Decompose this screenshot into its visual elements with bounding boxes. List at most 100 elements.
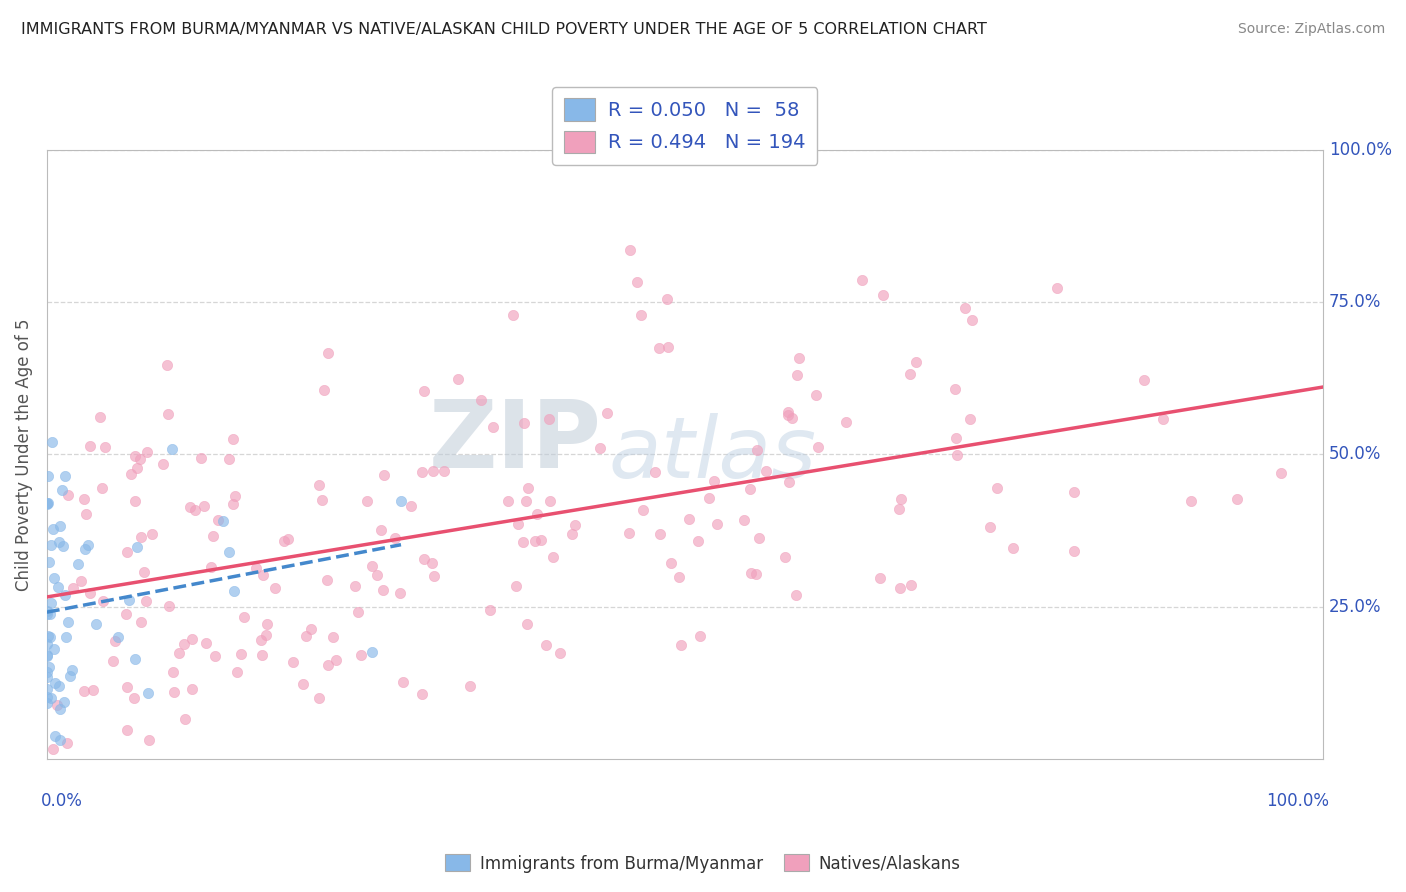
Point: [537, 412, 560, 426]
Point: [506, 516, 529, 531]
Point: [200, 560, 222, 574]
Point: [218, 452, 240, 467]
Point: [107, 630, 129, 644]
Point: [73, 684, 96, 698]
Point: [1063, 485, 1085, 500]
Point: [84, 617, 107, 632]
Point: [263, 582, 285, 596]
Point: [115, 544, 138, 558]
Point: [706, 516, 728, 531]
Text: 0.0%: 0.0%: [41, 792, 83, 810]
Point: [42, 522, 65, 536]
Point: [201, 529, 224, 543]
Point: [39, 630, 62, 644]
Point: [59, 669, 82, 683]
Point: [222, 432, 245, 446]
Point: [834, 416, 856, 430]
Point: [778, 475, 800, 490]
Point: [1270, 467, 1292, 481]
Point: [322, 631, 344, 645]
Point: [1063, 544, 1085, 558]
Point: [399, 499, 422, 513]
Point: [644, 465, 666, 479]
Point: [804, 388, 827, 402]
Point: [117, 723, 139, 737]
Point: [124, 493, 146, 508]
Point: [37, 469, 59, 483]
Point: [785, 588, 807, 602]
Point: [502, 308, 524, 322]
Point: [41, 434, 63, 449]
Point: [115, 607, 138, 622]
Point: [49, 702, 72, 716]
Legend: Immigrants from Burma/Myanmar, Natives/Alaskans: Immigrants from Burma/Myanmar, Natives/A…: [439, 847, 967, 880]
Point: [56, 488, 79, 502]
Point: [889, 581, 911, 595]
Point: [55, 736, 77, 750]
Point: [308, 691, 330, 706]
Point: [478, 603, 501, 617]
Point: [755, 464, 778, 478]
Point: [162, 665, 184, 680]
Point: [423, 569, 446, 583]
Point: [851, 273, 873, 287]
Point: [51, 483, 73, 497]
Point: [872, 287, 894, 301]
Point: [807, 440, 830, 454]
Point: [890, 492, 912, 507]
Text: atlas: atlas: [609, 413, 815, 496]
Point: [458, 679, 481, 693]
Point: [138, 733, 160, 747]
Point: [82, 683, 104, 698]
Point: [733, 513, 755, 527]
Point: [35, 670, 58, 684]
Point: [1226, 492, 1249, 507]
Point: [596, 406, 619, 420]
Point: [548, 646, 571, 660]
Point: [541, 549, 564, 564]
Point: [79, 586, 101, 600]
Point: [67, 558, 90, 572]
Point: [37, 496, 59, 510]
Point: [325, 653, 347, 667]
Point: [703, 474, 725, 488]
Point: [42, 571, 65, 585]
Point: [273, 534, 295, 549]
Point: [413, 384, 436, 399]
Point: [221, 497, 243, 511]
Point: [38, 660, 60, 674]
Text: IMMIGRANTS FROM BURMA/MYANMAR VS NATIVE/ALASKAN CHILD POVERTY UNDER THE AGE OF 5: IMMIGRANTS FROM BURMA/MYANMAR VS NATIVE/…: [21, 22, 987, 37]
Point: [37, 681, 59, 696]
Point: [898, 368, 921, 382]
Point: [75, 507, 97, 521]
Point: [218, 545, 240, 559]
Point: [135, 444, 157, 458]
Point: [648, 341, 671, 355]
Point: [53, 468, 76, 483]
Point: [173, 712, 195, 726]
Point: [470, 392, 492, 407]
Point: [37, 648, 59, 663]
Point: [42, 641, 65, 656]
Point: [76, 538, 98, 552]
Point: [224, 489, 246, 503]
Point: [39, 538, 62, 552]
Point: [46, 698, 69, 712]
Point: [312, 384, 335, 398]
Point: [135, 593, 157, 607]
Point: [413, 552, 436, 566]
Text: Source: ZipAtlas.com: Source: ZipAtlas.com: [1237, 22, 1385, 37]
Point: [388, 586, 411, 600]
Point: [619, 243, 641, 257]
Point: [959, 412, 981, 426]
Point: [38, 607, 60, 621]
Point: [740, 566, 762, 580]
Point: [56, 615, 79, 629]
Point: [945, 431, 967, 445]
Point: [316, 573, 339, 587]
Point: [35, 648, 58, 662]
Point: [744, 566, 766, 581]
Point: [250, 648, 273, 662]
Point: [73, 492, 96, 507]
Point: [104, 634, 127, 648]
